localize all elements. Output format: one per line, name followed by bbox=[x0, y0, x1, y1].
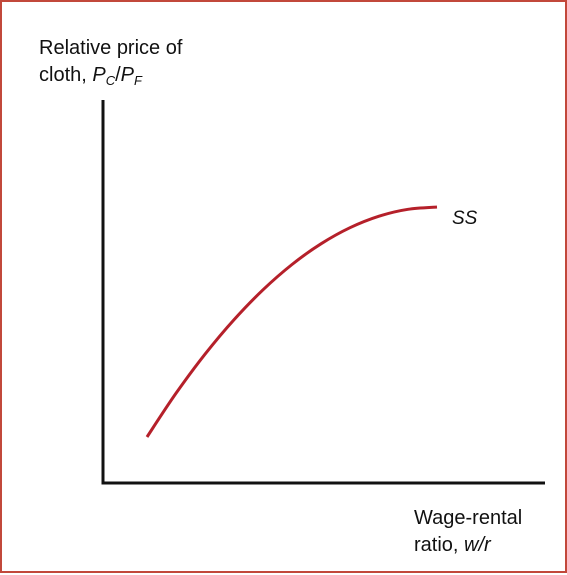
x-axis-label-line1: Wage-rental bbox=[414, 507, 523, 529]
x-axis-label-prefix: ratio, bbox=[414, 534, 465, 556]
axes bbox=[101, 100, 545, 485]
y-numerator-symbol: P bbox=[92, 64, 106, 86]
y-axis-label: Relative price of cloth, PC/PF bbox=[39, 35, 182, 89]
x-axis-label: Wage-rental ratio, w/r bbox=[414, 505, 522, 559]
y-axis-label-line1: Relative price of bbox=[39, 37, 183, 59]
x-axis-label-line2: ratio, w/r bbox=[414, 532, 522, 559]
y-axis-label-prefix: cloth, bbox=[39, 64, 93, 86]
y-denominator-subscript: F bbox=[134, 73, 142, 88]
y-slash: / bbox=[115, 64, 121, 86]
y-axis-label-line2: cloth, PC/PF bbox=[39, 62, 182, 89]
y-numerator-subscript: C bbox=[105, 73, 116, 88]
y-denominator-symbol: P bbox=[120, 64, 134, 86]
series-line-ss bbox=[145, 205, 438, 438]
series-label-ss: SS bbox=[452, 208, 478, 229]
x-axis-variable: w/r bbox=[464, 534, 491, 556]
